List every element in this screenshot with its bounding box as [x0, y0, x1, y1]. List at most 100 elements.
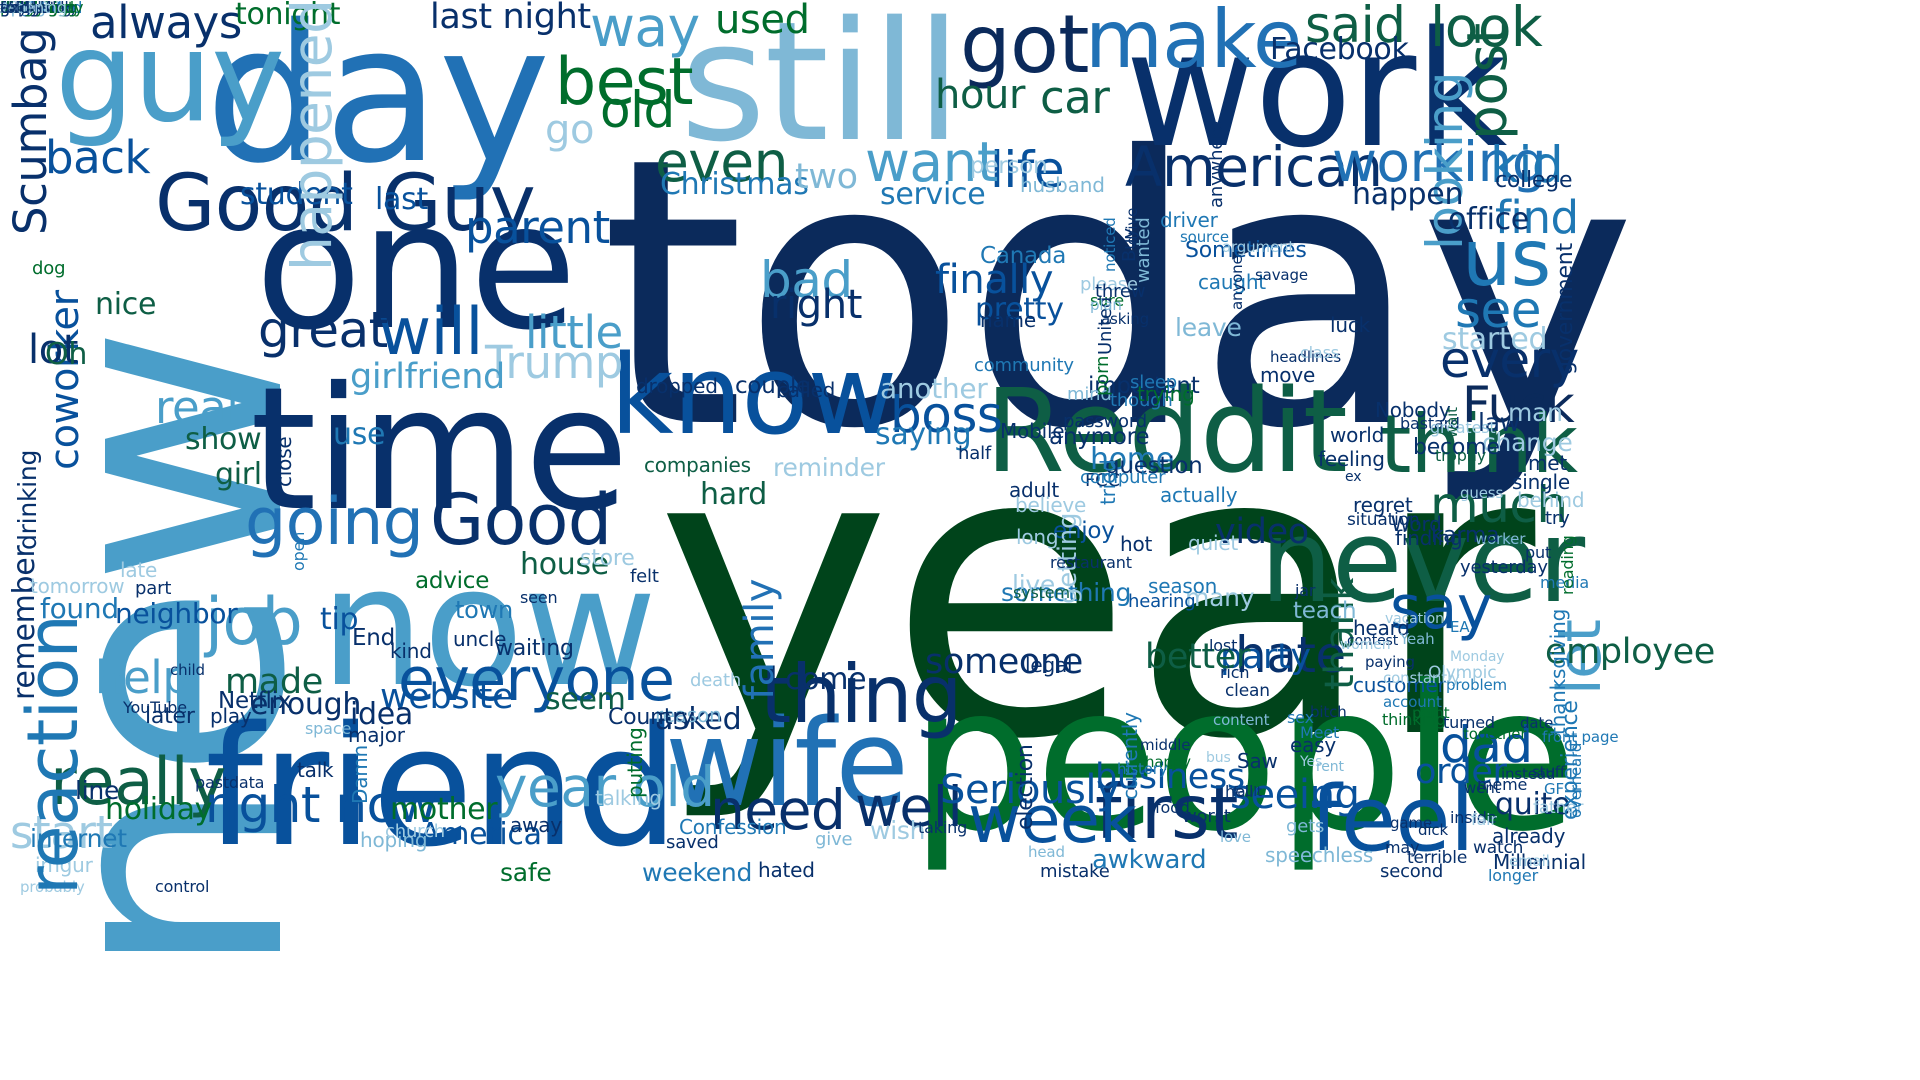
cloud-word: Nobody — [1375, 398, 1451, 422]
cloud-word: mind — [1067, 384, 1112, 405]
cloud-word: made — [225, 662, 323, 702]
cloud-word: lot — [28, 327, 79, 373]
cloud-word: hard — [700, 477, 768, 512]
cloud-word: longer — [1488, 866, 1538, 885]
cloud-word: Sometimes — [1185, 238, 1307, 263]
cloud-word: especially — [0, 0, 78, 17]
cloud-word: restaurant — [1050, 553, 1132, 572]
cloud-word: make — [1085, 0, 1302, 86]
cloud-word: come — [785, 662, 867, 697]
cloud-word: instead — [1501, 765, 1556, 783]
cloud-word: tried — [1096, 459, 1120, 505]
cloud-word: want — [865, 130, 998, 194]
cloud-word: history — [1117, 760, 1168, 778]
cloud-word: woman — [0, 0, 58, 17]
cloud-word: always — [90, 0, 242, 49]
cloud-word: Meet — [1300, 723, 1340, 742]
cloud-word: guy — [55, 5, 285, 150]
cloud-word: say — [1390, 573, 1492, 643]
cloud-word: think — [1380, 398, 1578, 491]
cloud-word: exhausted — [0, 0, 83, 17]
cloud-word: everybody — [0, 0, 84, 17]
cloud-word: dog — [32, 258, 66, 279]
cloud-word: become — [1413, 435, 1500, 460]
cloud-word: store — [580, 546, 635, 571]
cloud-word: real — [155, 381, 239, 434]
cloud-word: uncle — [453, 627, 507, 651]
cloud-word: crazy — [0, 0, 43, 17]
cloud-word: question — [1105, 453, 1203, 479]
cloud-word: hearing — [1128, 591, 1196, 612]
cloud-word: law — [1478, 408, 1520, 437]
cloud-word: reason — [655, 703, 722, 727]
cloud-word: found — [40, 592, 119, 625]
cloud-word: talk — [297, 758, 334, 782]
cloud-word: thinking — [1382, 710, 1446, 729]
cloud-word: greatest — [1430, 418, 1496, 437]
cloud-word: government — [1553, 243, 1578, 375]
cloud-word: someone — [925, 642, 1083, 682]
cloud-word: putting — [623, 727, 647, 798]
cloud-word: seem — [545, 682, 626, 717]
cloud-word: advice — [415, 568, 490, 594]
cloud-word: boss — [890, 386, 1003, 444]
cloud-word: another — [880, 372, 988, 405]
cloud-word: Yes — [1300, 754, 1323, 770]
cloud-word: college — [1495, 168, 1573, 193]
cloud-word: called — [777, 378, 836, 402]
cloud-word: paying — [1365, 653, 1415, 671]
cloud-word: anyone — [1228, 255, 1246, 310]
cloud-word: dropped — [636, 374, 718, 398]
cloud-word: inside — [1450, 808, 1497, 827]
cloud-word: president — [0, 0, 74, 17]
cloud-word: wanted — [1133, 217, 1154, 283]
cloud-word: major — [348, 723, 405, 747]
cloud-word: way — [590, 0, 700, 59]
cloud-word: believe — [1015, 493, 1087, 517]
cloud-word: show — [185, 422, 262, 457]
cloud-word: debate — [0, 0, 56, 17]
cloud-word: pastdata — [195, 773, 265, 792]
cloud-word: drinking — [13, 449, 42, 550]
cloud-word: well — [855, 775, 963, 839]
cloud-word: often — [0, 0, 41, 17]
cloud-word: take — [0, 0, 34, 17]
cloud-word: will — [378, 295, 483, 370]
cloud-word: yesterday — [1460, 557, 1548, 578]
cloud-word: please — [1080, 274, 1138, 295]
cloud-word: church — [385, 821, 445, 842]
cloud-word: Damn — [348, 744, 372, 804]
cloud-word: airline — [0, 0, 49, 17]
cloud-word: adult — [1009, 478, 1060, 502]
cloud-word: really — [50, 745, 226, 820]
cloud-word: bastard — [1400, 414, 1460, 433]
cloud-word: dad — [1440, 716, 1533, 774]
cloud-word: couple — [735, 373, 811, 399]
cloud-word: much — [1430, 476, 1568, 534]
cloud-word: put — [1525, 543, 1552, 562]
cloud-word: quite — [1495, 787, 1571, 822]
cloud-word: order — [1415, 752, 1507, 792]
cloud-word: Millennial — [1493, 850, 1586, 874]
cloud-word: wait — [1443, 407, 1461, 438]
cloud-word: co worker — [0, 0, 77, 17]
cloud-word: worker — [1475, 530, 1526, 548]
cloud-word: heard — [1353, 616, 1410, 640]
cloud-word: go — [545, 107, 595, 153]
cloud-word: Word — [1391, 512, 1442, 536]
cloud-word: reading — [1558, 535, 1577, 595]
cloud-word: companies — [644, 453, 751, 477]
cloud-word: favorite — [0, 0, 61, 17]
cloud-word: anymore — [1049, 424, 1150, 450]
cloud-word: great — [258, 301, 388, 359]
cloud-word: content — [1213, 711, 1270, 729]
cloud-word: block — [0, 0, 42, 17]
cloud-word: hated — [758, 858, 815, 882]
cloud-word: said — [1305, 0, 1406, 54]
cloud-word: food — [1155, 798, 1190, 817]
cloud-word: year — [655, 362, 1535, 827]
cloud-word: know — [610, 331, 897, 459]
cloud-word: start — [10, 806, 113, 859]
cloud-word: many — [1185, 583, 1255, 612]
cloud-word: everyone — [398, 645, 675, 715]
